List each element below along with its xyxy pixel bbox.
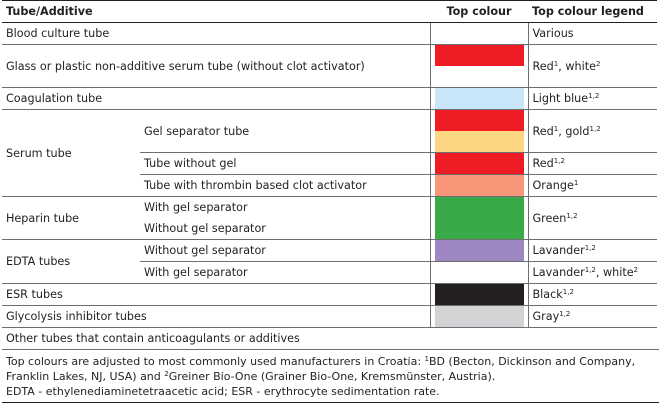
header-top-colour: Top colour <box>430 0 528 23</box>
row-label-edta: EDTA tubes <box>2 239 140 284</box>
row-label-without-gel: Tube without gel <box>140 152 430 175</box>
legend-blood-culture: Various <box>532 27 574 40</box>
row-label-glycolysis: Glycolysis inhibitor tubes <box>2 305 430 328</box>
row-label-edta-with-gel: With gel separator <box>140 261 430 284</box>
legend-esr: Black1,2 <box>528 283 657 306</box>
table-footnote: Top colours are adjusted to most commonl… <box>2 349 659 403</box>
table-row: Glycolysis inhibitor tubes Gray1,2 <box>2 305 657 328</box>
table-row: Glass or plastic non-additive serum tube… <box>2 44 657 88</box>
footnote-line-1: Top colours are adjusted to most commonl… <box>6 355 636 368</box>
swatch-gel-separator-red <box>429 109 529 131</box>
row-label-serum: Serum tube <box>2 109 140 197</box>
legend-gel-separator: Red1, gold1,2 <box>528 109 657 153</box>
row-label-glass-plastic: Glass or plastic non-additive serum tube… <box>2 44 430 88</box>
legend-glycolysis: Gray1,2 <box>528 305 657 328</box>
swatch-without-gel <box>429 152 529 175</box>
table-row: With gel separator Lavander1,2, white2 <box>2 261 657 284</box>
header-tube-additive: Tube/Additive <box>2 0 430 23</box>
swatch-esr <box>429 283 529 306</box>
table-row: Blood culture tube Various <box>2 22 657 45</box>
legend-heparin: Green1,2 <box>528 196 657 240</box>
footnote-line-3: EDTA - ethylenediaminetetraacetic acid; … <box>6 385 440 398</box>
swatch-gel-separator-gold <box>429 131 529 153</box>
header-row: Tube/Additive Top colour Top colour lege… <box>2 0 657 23</box>
header-top-colour-legend: Top colour legend <box>528 0 657 23</box>
row-label-edta-without-gel: Without gel separator <box>140 239 430 262</box>
legend-glass-plastic: Red1, white2 <box>528 44 657 88</box>
swatch-edta-with-gel <box>429 261 529 284</box>
table-row: Without gel separator <box>2 218 657 240</box>
swatch-coagulation <box>429 87 529 110</box>
swatch-glycolysis <box>429 305 529 328</box>
table-row: Heparin tube With gel separator Green1,2 <box>2 196 657 240</box>
swatch-glass-plastic-white <box>429 66 529 88</box>
table-row: Coagulation tube Light blue1,2 <box>2 87 657 110</box>
table-row: EDTA tubes Without gel separator Lavande… <box>2 239 657 284</box>
table-row <box>2 131 657 153</box>
row-label-blood-culture: Blood culture tube <box>6 27 110 40</box>
row-label-gel-separator: Gel separator tube <box>140 109 430 153</box>
row-label-heparin-without-gel: Without gel separator <box>144 222 266 235</box>
legend-thrombin: Orange1 <box>528 174 657 197</box>
legend-coagulation: Light blue1,2 <box>528 87 657 110</box>
table-row <box>2 66 657 88</box>
swatch-heparin <box>429 196 529 240</box>
legend-without-gel: Red1,2 <box>528 152 657 175</box>
table-row: ESR tubes Black1,2 <box>2 283 657 306</box>
swatch-blood-culture <box>429 22 529 45</box>
row-label-heparin-with-gel: With gel separator <box>140 196 430 218</box>
table-row: Tube without gel Red1,2 <box>2 152 657 175</box>
row-label-heparin: Heparin tube <box>2 196 140 240</box>
swatch-edta-without-gel <box>429 239 529 262</box>
swatch-glass-plastic-red <box>429 44 529 66</box>
row-label-thrombin: Tube with thrombin based clot activator <box>140 174 430 197</box>
tube-colour-table: Tube/Additive Top colour Top colour lege… <box>2 0 657 349</box>
row-label-coagulation: Coagulation tube <box>2 87 430 110</box>
row-label-esr: ESR tubes <box>2 283 430 306</box>
legend-edta-with-gel: Lavander1,2, white2 <box>528 261 657 284</box>
swatch-thrombin <box>429 174 529 197</box>
table-row: Tube with thrombin based clot activator … <box>2 174 657 197</box>
row-label-other: Other tubes that contain anticoagulants … <box>2 327 657 349</box>
footnote-line-2: Franklin Lakes, NJ, USA) and 2Greiner Bi… <box>6 370 496 383</box>
table-row: Serum tube Gel separator tube Red1, gold… <box>2 109 657 197</box>
legend-edta-without-gel: Lavander1,2 <box>528 239 657 262</box>
table-row: Other tubes that contain anticoagulants … <box>2 327 657 349</box>
